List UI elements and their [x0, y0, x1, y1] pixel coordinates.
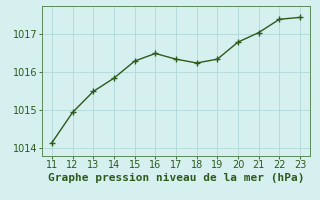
- X-axis label: Graphe pression niveau de la mer (hPa): Graphe pression niveau de la mer (hPa): [48, 173, 304, 183]
